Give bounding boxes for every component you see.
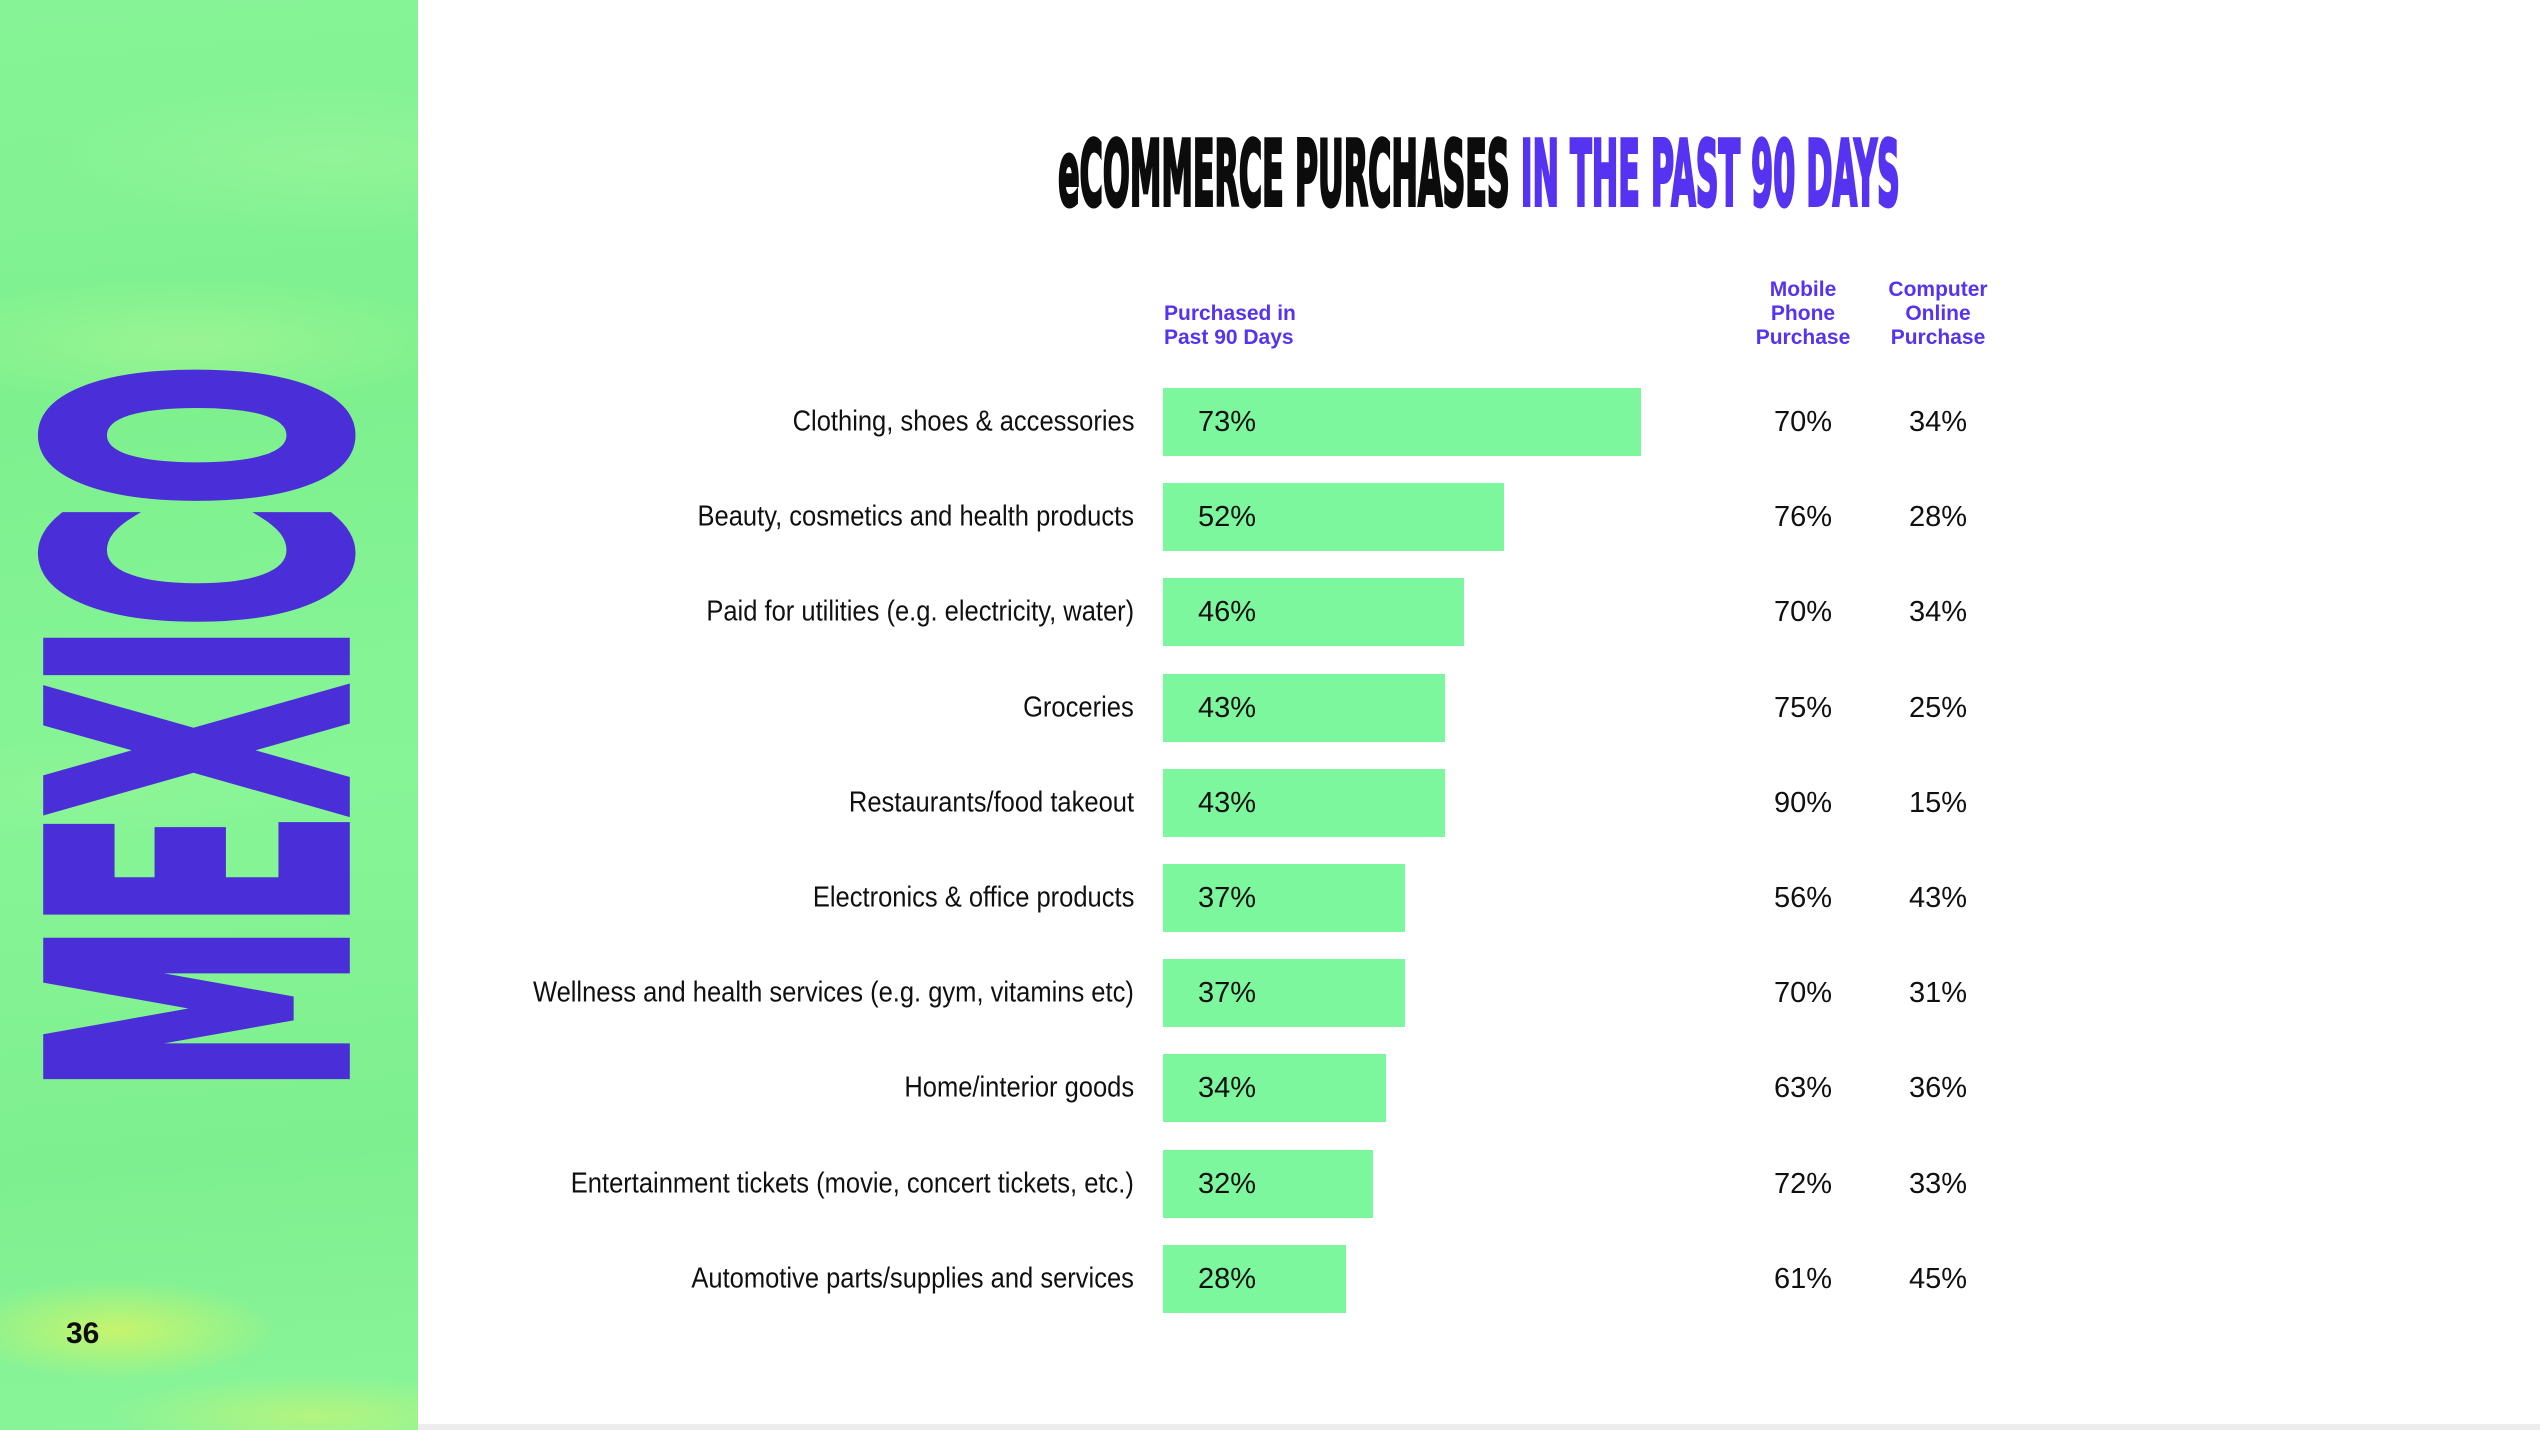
bar-value-label: 32% <box>1198 1168 1257 1200</box>
row-label: Wellness and health services (e.g. gym, … <box>533 976 1134 1009</box>
mobile-purchase-value: 76% <box>1773 501 1833 533</box>
column-header-line: Mobile <box>1769 278 1837 301</box>
column-header-line: Computer <box>1888 278 1988 301</box>
bar-value-label: 43% <box>1198 787 1257 819</box>
table-row: Beauty, cosmetics and health products 52… <box>0 483 2540 551</box>
mobile-purchase-value: 75% <box>1773 692 1833 724</box>
bar: 37% <box>1163 959 1405 1027</box>
column-header-line: Purchased in <box>1164 302 1296 325</box>
bar: 43% <box>1163 769 1445 837</box>
table-row: Electronics & office products 37% 56% 43… <box>0 864 2540 932</box>
bar-value-label: 28% <box>1198 1263 1257 1295</box>
computer-purchase-value: 43% <box>1908 882 1968 914</box>
computer-purchase-value: 34% <box>1908 406 1968 438</box>
computer-purchase-value: 28% <box>1908 501 1968 533</box>
table-row: Home/interior goods 34% 63% 36% <box>0 1054 2540 1122</box>
computer-purchase-value: 36% <box>1908 1072 1968 1104</box>
computer-purchase-value: 31% <box>1908 977 1968 1009</box>
bar: 46% <box>1163 578 1464 646</box>
bar: 32% <box>1163 1150 1373 1218</box>
computer-purchase-value: 15% <box>1908 787 1968 819</box>
title-black-segment: eCOMMERCE PURCHASES <box>1057 122 1510 227</box>
row-label: Beauty, cosmetics and health products <box>697 500 1134 533</box>
computer-purchase-value: 45% <box>1908 1263 1968 1295</box>
title-highlight-segment: IN THE PAST 90 DAYS <box>1520 122 1900 227</box>
mobile-purchase-value: 90% <box>1773 787 1833 819</box>
computer-purchase-value: 33% <box>1908 1168 1968 1200</box>
row-label: Automotive parts/supplies and services <box>691 1262 1134 1295</box>
row-label: Entertainment tickets (movie, concert ti… <box>570 1167 1134 1200</box>
mobile-purchase-value: 70% <box>1773 406 1833 438</box>
row-label: Groceries <box>1023 691 1134 724</box>
column-header-line: Past 90 Days <box>1164 326 1294 349</box>
bar: 37% <box>1163 864 1405 932</box>
page-title: eCOMMERCE PURCHASES IN THE PAST 90 DAYS <box>418 128 2540 222</box>
computer-purchase-value: 34% <box>1908 596 1968 628</box>
table-row: Clothing, shoes & accessories 73% 70% 34… <box>0 388 2540 456</box>
column-header-computer: Computer Online Purchase <box>1868 278 2008 350</box>
row-label: Clothing, shoes & accessories <box>792 405 1134 438</box>
mobile-purchase-value: 61% <box>1773 1263 1833 1295</box>
bar: 43% <box>1163 674 1445 742</box>
bar-value-label: 52% <box>1198 501 1257 533</box>
column-header-mobile: Mobile Phone Purchase <box>1733 278 1873 350</box>
bar-value-label: 43% <box>1198 692 1257 724</box>
table-row: Restaurants/food takeout 43% 90% 15% <box>0 769 2540 837</box>
computer-purchase-value: 25% <box>1908 692 1968 724</box>
row-label: Restaurants/food takeout <box>848 786 1134 819</box>
column-header-line: Online <box>1905 302 1971 325</box>
column-header-line: Purchase <box>1890 326 1986 349</box>
row-label: Paid for utilities (e.g. electricity, wa… <box>706 595 1134 628</box>
table-row: Groceries 43% 75% 25% <box>0 674 2540 742</box>
table-row: Automotive parts/supplies and services 2… <box>0 1245 2540 1313</box>
page-number: 36 <box>66 1317 100 1350</box>
row-label: Electronics & office products <box>812 881 1134 914</box>
sidebar: MEXICO 36 <box>0 0 443 1430</box>
mobile-purchase-value: 56% <box>1773 882 1833 914</box>
mobile-purchase-value: 72% <box>1773 1168 1833 1200</box>
page-edge-strip <box>418 1424 2540 1430</box>
bar: 73% <box>1163 388 1641 456</box>
column-header-purchased: Purchased in Past 90 Days <box>1164 302 1296 350</box>
mobile-purchase-value: 70% <box>1773 977 1833 1009</box>
column-header-line: Phone <box>1770 302 1836 325</box>
bar-value-label: 73% <box>1198 406 1257 438</box>
table-row: Wellness and health services (e.g. gym, … <box>0 959 2540 1027</box>
mobile-purchase-value: 70% <box>1773 596 1833 628</box>
bar: 52% <box>1163 483 1504 551</box>
bar-value-label: 34% <box>1198 1072 1257 1104</box>
bar-value-label: 37% <box>1198 977 1257 1009</box>
bar-value-label: 46% <box>1198 596 1257 628</box>
bar: 28% <box>1163 1245 1346 1313</box>
bar: 34% <box>1163 1054 1386 1122</box>
table-row: Entertainment tickets (movie, concert ti… <box>0 1150 2540 1218</box>
table-row: Paid for utilities (e.g. electricity, wa… <box>0 578 2540 646</box>
column-header-line: Purchase <box>1755 326 1851 349</box>
page-title-line: eCOMMERCE PURCHASES IN THE PAST 90 DAYS <box>1057 128 1900 222</box>
mobile-purchase-value: 63% <box>1773 1072 1833 1104</box>
bar-value-label: 37% <box>1198 882 1257 914</box>
row-label: Home/interior goods <box>904 1071 1134 1104</box>
